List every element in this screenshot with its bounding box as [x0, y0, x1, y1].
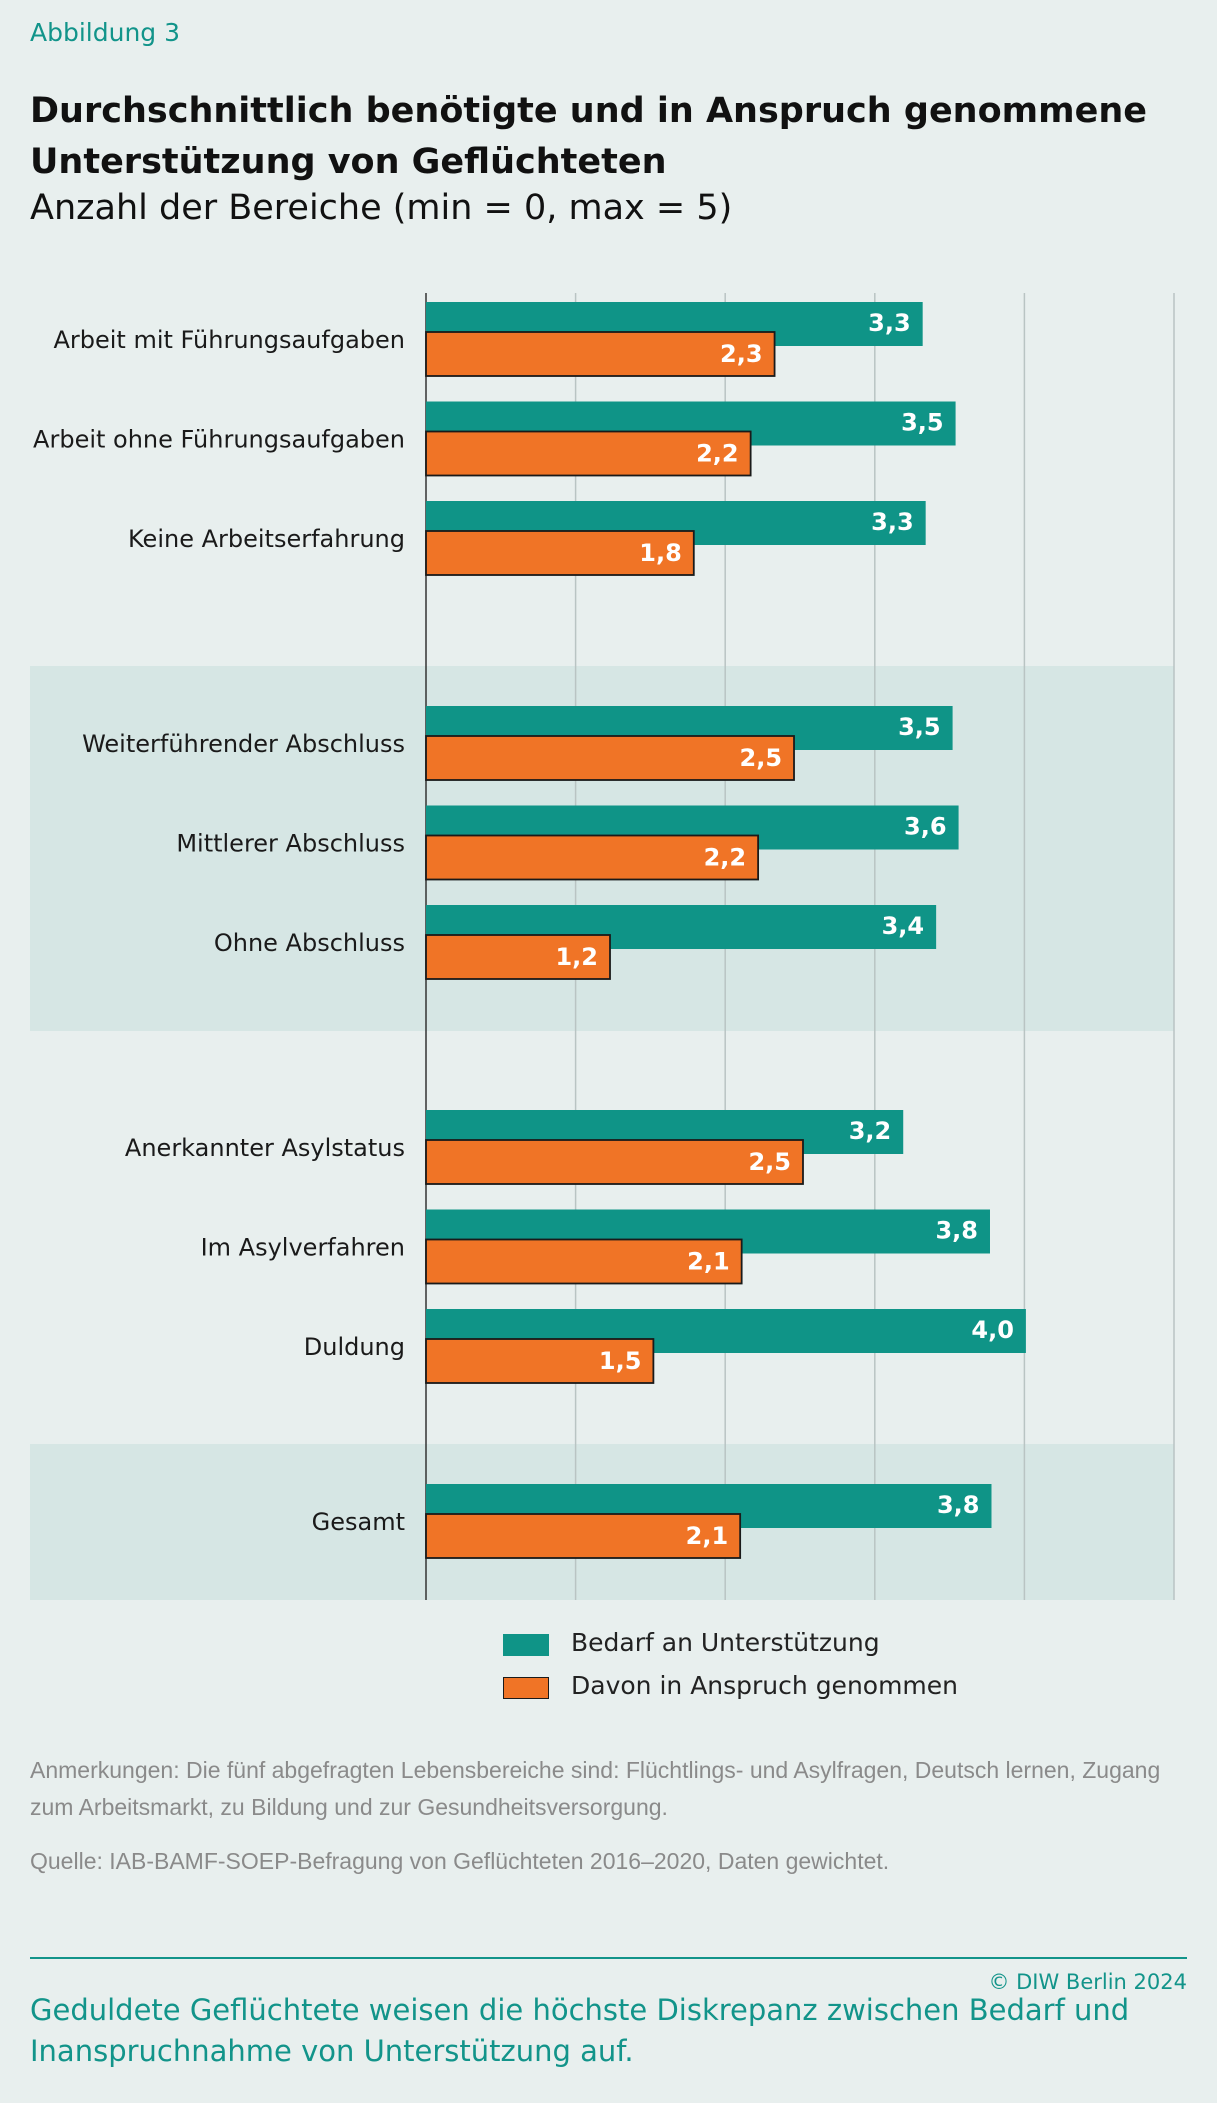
data-label-anspruch: 2,5 [748, 1148, 791, 1176]
chart-subtitle: Anzahl der Bereiche (min = 0, max = 5) [30, 188, 733, 228]
bar-anspruch [425, 1513, 742, 1559]
bar-anspruch [425, 1338, 655, 1384]
data-label-anspruch: 2,1 [686, 1522, 729, 1550]
legend-swatch-bedarf [503, 1634, 549, 1656]
data-label-bedarf: 3,2 [849, 1117, 892, 1145]
data-label-bedarf: 4,0 [971, 1316, 1014, 1344]
data-label-anspruch: 2,1 [687, 1248, 730, 1276]
data-label-bedarf: 3,8 [937, 1491, 980, 1519]
bar-anspruch [425, 1238, 743, 1285]
bar-chart: 012345Arbeit mit Führungsaufgaben3,32,3A… [30, 293, 1175, 1600]
legend-label-anspruch: Davon in Anspruch genommen [571, 1671, 959, 1700]
data-label-anspruch: 2,2 [696, 440, 739, 468]
bar-anspruch [425, 430, 752, 477]
data-label-bedarf: 3,8 [935, 1217, 978, 1245]
category-label: Anerkannter Asylstatus [125, 1134, 405, 1162]
data-label-bedarf: 3,5 [898, 713, 941, 741]
category-label: Weiterführender Abschluss [82, 730, 405, 758]
data-label-anspruch: 1,2 [555, 943, 598, 971]
category-label: Duldung [304, 1333, 405, 1361]
category-label: Arbeit ohne Führungsaufgaben [33, 426, 405, 454]
category-label: Keine Arbeitserfahrung [128, 525, 405, 553]
data-label-bedarf: 3,3 [871, 508, 914, 536]
data-label-anspruch: 1,8 [639, 539, 682, 567]
category-label: Mittlerer Abschluss [176, 830, 405, 858]
category-label: Im Asylverfahren [201, 1234, 405, 1262]
data-label-bedarf: 3,5 [901, 409, 944, 437]
figure-label: Abbildung 3 [30, 18, 181, 47]
data-label-bedarf: 3,4 [882, 912, 925, 940]
data-label-anspruch: 1,5 [599, 1347, 642, 1375]
footer-divider [30, 1957, 1187, 1959]
data-label-bedarf: 3,3 [868, 309, 911, 337]
summary-text: Geduldete Geflüchtete weisen die höchste… [30, 1993, 1130, 2068]
bar-anspruch [425, 735, 795, 781]
legend-swatch-anspruch [503, 1677, 549, 1699]
category-label: Ohne Abschluss [214, 929, 405, 957]
category-label: Gesamt [312, 1508, 405, 1536]
chart-notes: Anmerkungen: Die fünf abgefragten Lebens… [30, 1757, 1161, 1820]
bar-anspruch [425, 530, 695, 576]
bar-anspruch [425, 934, 611, 980]
bar-anspruch [425, 331, 776, 377]
bar-anspruch [425, 1139, 804, 1185]
legend-label-bedarf: Bedarf an Unterstützung [571, 1628, 880, 1657]
category-label: Arbeit mit Führungsaufgaben [53, 326, 405, 354]
data-label-bedarf: 3,6 [904, 813, 947, 841]
data-label-anspruch: 2,2 [704, 844, 747, 872]
copyright: © DIW Berlin 2024 [988, 1970, 1187, 1994]
chart-source: Quelle: IAB-BAMF-SOEP-Befragung von Gefl… [30, 1848, 890, 1874]
data-label-anspruch: 2,5 [740, 744, 783, 772]
bar-anspruch [425, 834, 760, 881]
data-label-anspruch: 2,3 [720, 340, 763, 368]
chart-title: Durchschnittlich benötigte und in Anspru… [30, 91, 1147, 182]
